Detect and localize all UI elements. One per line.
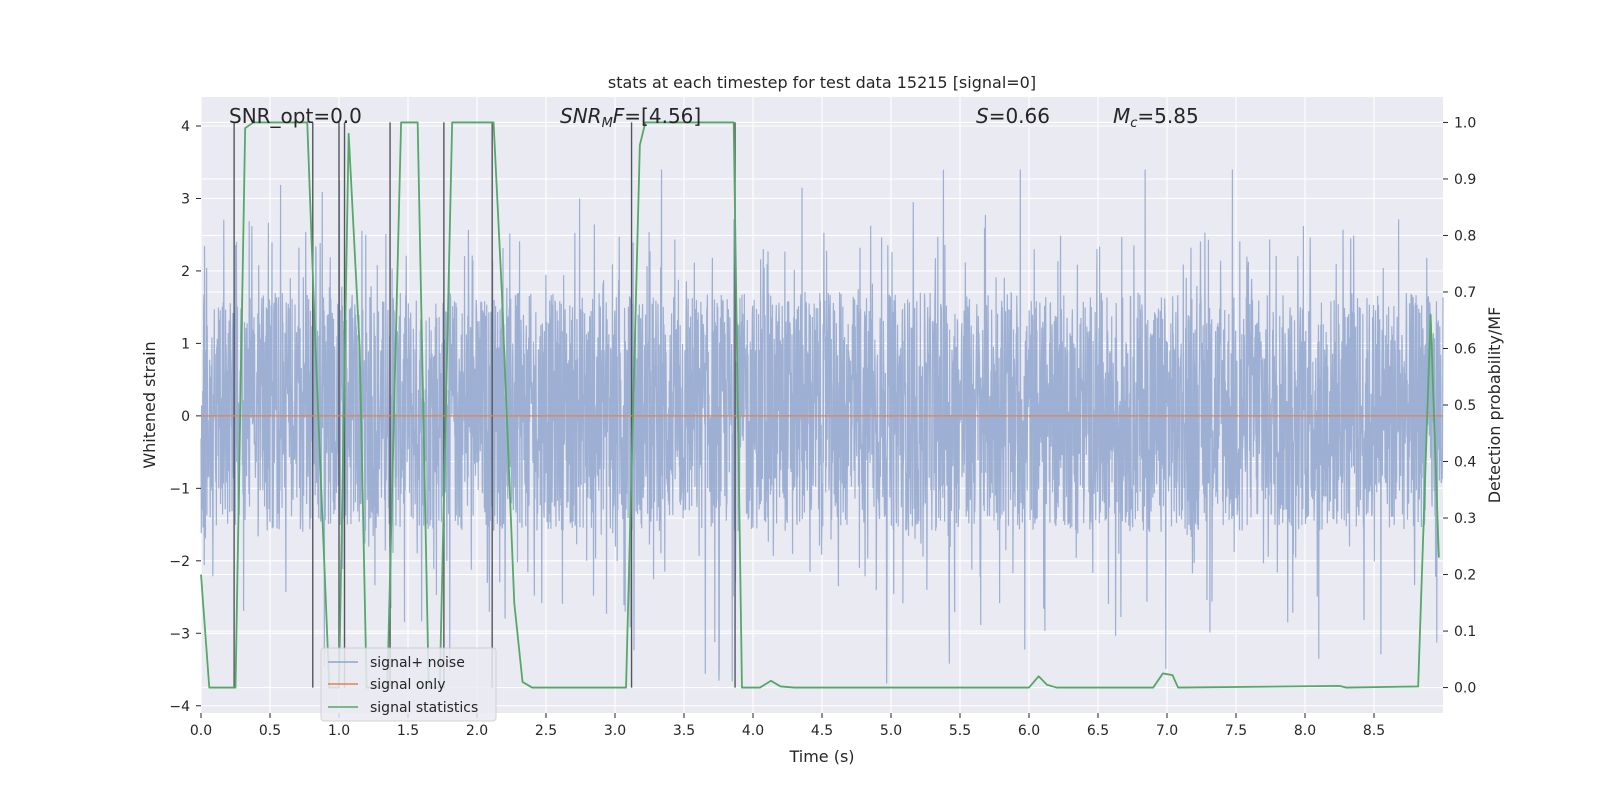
- mc-name: M: [1113, 104, 1130, 128]
- x-tick-label: 0.0: [190, 723, 212, 739]
- x-tick-label: 7.0: [1156, 723, 1178, 739]
- mc-annotation: Mc=5.85: [1113, 104, 1199, 131]
- legend: signal+ noise signal only signal statist…: [320, 647, 497, 722]
- x-tick-label: 3.0: [604, 723, 626, 739]
- x-tick-label: 7.5: [1225, 723, 1247, 739]
- legend-label-signal-only: signal only: [370, 677, 445, 693]
- y-left-tick-label: −2: [169, 554, 190, 570]
- y-left-tick-label: 3: [181, 191, 190, 207]
- x-tick-label: 5.5: [949, 723, 971, 739]
- y-right-tick-label: 0.6: [1454, 341, 1476, 357]
- y-axis-left-label: Whitened strain: [140, 341, 159, 468]
- x-tick-label: 6.5: [1087, 723, 1109, 739]
- x-tick-label: 1.5: [397, 723, 419, 739]
- y-left-tick-label: −3: [169, 626, 190, 642]
- signal-noise-series: [200, 169, 1444, 684]
- x-tick-label: 8.5: [1363, 723, 1385, 739]
- x-tick-label: 4.5: [811, 723, 833, 739]
- y-right-tick-label: 0.4: [1454, 455, 1476, 471]
- y-right-tick-label: 0.5: [1454, 398, 1476, 414]
- y-left-tick-label: 1: [181, 336, 190, 352]
- y-left-tick-label: 2: [181, 264, 190, 280]
- y-right-tick-label: 0.7: [1454, 285, 1476, 301]
- mc-sub: c: [1130, 116, 1137, 131]
- legend-label-signal-noise: signal+ noise: [370, 655, 465, 671]
- snr-mf-value: =[4.56]: [624, 104, 701, 128]
- snr-opt-annotation: SNR_opt=0.0: [229, 104, 362, 128]
- y-left-tick-label: 4: [181, 119, 190, 135]
- y-right-tick-label: 0.3: [1454, 511, 1476, 527]
- x-tick-label: 5.0: [880, 723, 902, 739]
- x-tick-label: 0.5: [259, 723, 281, 739]
- y-left-tick-label: −1: [169, 481, 190, 497]
- signal-noise-line: [200, 169, 1444, 684]
- y-left-tick-label: −4: [169, 699, 190, 715]
- axes: 0.0 0.5 1.0 1.5 2.0 2.5 3.0 3.5 4.0 4.5 5.0 5.5 6.0 6…: [169, 115, 1476, 739]
- snr-mf-sub: M: [602, 116, 613, 131]
- x-tick-label: 8.0: [1294, 723, 1316, 739]
- chart-title: stats at each timestep for test data 152…: [608, 73, 1036, 92]
- x-tick-label: 1.0: [328, 723, 350, 739]
- y-right-tick-label: 0.8: [1454, 228, 1476, 244]
- x-tick-label: 2.5: [535, 723, 557, 739]
- x-tick-label: 2.0: [466, 723, 488, 739]
- y-right-tick-label: 1.0: [1454, 115, 1476, 131]
- y-right-tick-label: 0.0: [1454, 681, 1476, 697]
- mc-value: =5.85: [1137, 104, 1198, 128]
- y-right-tick-label: 0.9: [1454, 172, 1476, 188]
- y-axis-right-label: Detection probability/MF: [1485, 307, 1504, 504]
- legend-label-signal-statistics: signal statistics: [370, 700, 478, 716]
- y-right-tick-label: 0.2: [1454, 568, 1476, 584]
- x-tick-label: 4.0: [742, 723, 764, 739]
- x-axis-label: Time (s): [788, 747, 854, 766]
- snr-mf-tail: F: [613, 104, 625, 128]
- annotations: SNR_opt=0.0 SNRMF=[4.56] S=0.66 Mc=5.85: [229, 104, 1199, 131]
- s-name: S: [976, 104, 989, 128]
- y-right-tick-label: 0.1: [1454, 624, 1476, 640]
- x-tick-label: 3.5: [673, 723, 695, 739]
- s-value: =0.66: [989, 104, 1050, 128]
- snr-mf-name: SNR: [560, 104, 602, 128]
- snr-mf-annotation: SNRMF=[4.56]: [560, 104, 701, 131]
- y-left-tick-label: 0: [181, 409, 190, 425]
- s-annotation: S=0.66: [976, 104, 1050, 128]
- x-tick-label: 6.0: [1018, 723, 1040, 739]
- legend-box: [320, 647, 497, 722]
